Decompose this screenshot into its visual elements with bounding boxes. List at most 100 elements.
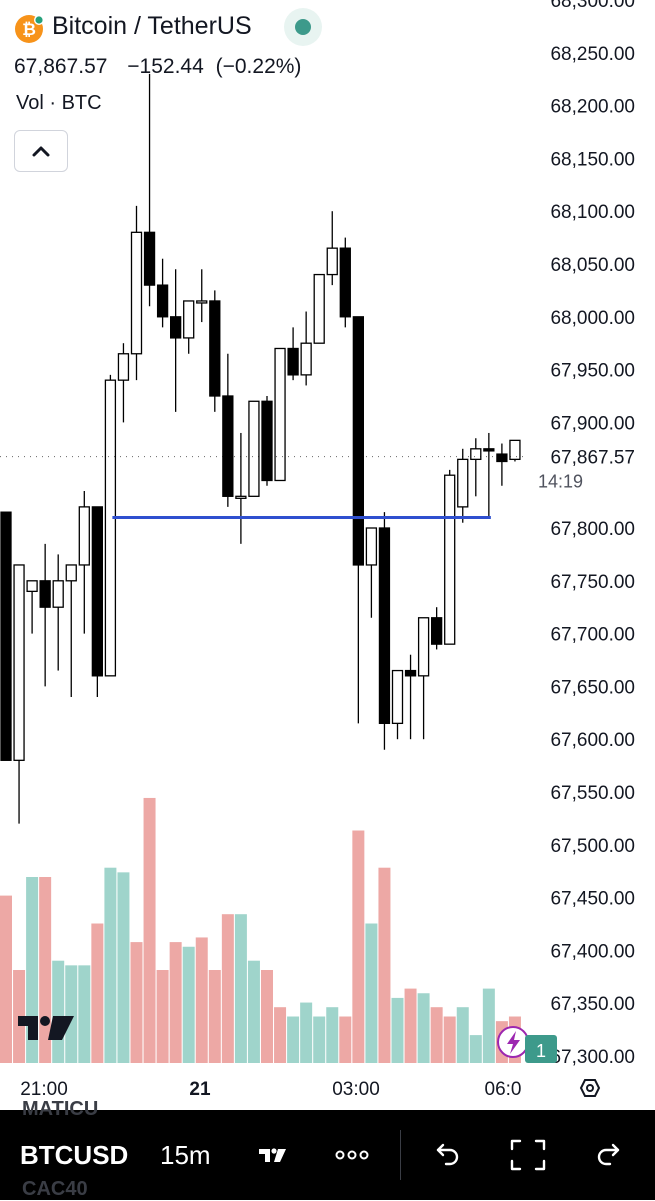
price-tick-label: 67,650.00 xyxy=(550,677,635,698)
volume-bar xyxy=(378,867,391,1063)
symbol-button[interactable]: BTCUSD xyxy=(20,1140,129,1170)
last-price: 67,867.57 xyxy=(14,55,108,78)
collapse-legend-button[interactable] xyxy=(14,130,68,172)
candle xyxy=(470,438,482,497)
candle xyxy=(13,564,25,824)
volume-bar xyxy=(208,970,221,1063)
candle xyxy=(196,269,208,323)
price-tick-label: 68,100.00 xyxy=(550,202,635,223)
indicators-icon[interactable] xyxy=(252,1138,292,1172)
volume-bar xyxy=(91,923,104,1063)
volume-bar xyxy=(391,997,404,1063)
candle xyxy=(417,617,430,740)
volume-bar xyxy=(456,1007,469,1063)
candle xyxy=(261,396,273,486)
price-change-pct: (−0.22%) xyxy=(215,55,302,78)
candle xyxy=(378,512,391,750)
price-tick-label: 67,750.00 xyxy=(550,572,635,593)
price-tick-label: 67,500.00 xyxy=(550,836,635,857)
candle xyxy=(274,347,286,482)
volume-bar xyxy=(221,914,234,1063)
fullscreen-icon[interactable] xyxy=(508,1138,548,1172)
candle xyxy=(496,443,508,486)
lightning-icon[interactable] xyxy=(497,1026,529,1058)
current-price-label: 67,867.57 xyxy=(550,448,635,469)
volume-bar xyxy=(195,937,208,1063)
candle xyxy=(78,491,90,634)
timeframe-button[interactable]: 15m xyxy=(160,1140,211,1170)
volume-bar xyxy=(156,970,169,1063)
volume-indicator-label[interactable]: Vol · BTC xyxy=(16,92,102,114)
alert-count-badge[interactable]: 1 xyxy=(525,1035,557,1063)
tradingview-logo-icon xyxy=(18,1016,74,1040)
price-tick-label: 67,450.00 xyxy=(550,889,635,910)
candle xyxy=(39,543,51,687)
candle xyxy=(130,205,143,381)
candle xyxy=(235,432,247,544)
price-tick-label: 67,350.00 xyxy=(550,994,635,1015)
price-tick-label: 67,550.00 xyxy=(550,783,635,804)
chart-settings-icon[interactable] xyxy=(579,1079,601,1097)
volume-bar xyxy=(130,942,143,1063)
toolbar-divider xyxy=(400,1130,401,1180)
volume-bar xyxy=(287,1016,300,1063)
price-tick-label: 68,000.00 xyxy=(550,308,635,329)
price-tick-label: 68,300.00 xyxy=(550,0,635,12)
price-tick-label: 67,700.00 xyxy=(550,625,635,646)
candle xyxy=(65,564,77,697)
candle xyxy=(457,448,469,523)
volume-bar xyxy=(78,965,91,1063)
price-change: −152.44 xyxy=(127,55,204,78)
time-axis[interactable]: 21:00 21 03:00 06:0 xyxy=(20,1079,601,1100)
volume-bar xyxy=(313,1016,326,1063)
volume-bar xyxy=(26,877,39,1063)
candle xyxy=(143,73,156,307)
candle xyxy=(313,273,325,344)
price-tick-label: 68,150.00 xyxy=(550,149,635,170)
price-tick-label: 67,300.00 xyxy=(550,1047,635,1068)
price-axis[interactable]: 68,300.00 68,250.00 68,200.00 68,150.00 68,1… xyxy=(497,0,655,1068)
candle xyxy=(391,669,404,740)
candle xyxy=(26,580,38,634)
candle xyxy=(483,432,495,518)
redo-icon[interactable] xyxy=(590,1138,630,1172)
candle xyxy=(300,311,312,386)
bottom-toolbar: MATICU CAC40 BTCUSD 15m xyxy=(0,1098,655,1200)
bitcoin-icon: ₿ xyxy=(15,15,44,43)
candle xyxy=(91,506,103,697)
time-tick-label: 21 xyxy=(189,1079,211,1100)
undo-icon[interactable] xyxy=(426,1138,466,1172)
candle xyxy=(222,353,234,507)
price-tick-label: 67,400.00 xyxy=(550,941,635,962)
volume-bar xyxy=(300,1002,313,1063)
volume-bar xyxy=(104,867,117,1063)
volume-bar xyxy=(169,942,182,1063)
price-tick-label: 67,800.00 xyxy=(550,519,635,540)
time-tick-label: 03:00 xyxy=(332,1079,380,1100)
price-chart[interactable]: 68,300.00 68,250.00 68,200.00 68,150.00 68,1… xyxy=(0,0,655,1110)
candle xyxy=(444,469,456,645)
candle xyxy=(169,269,182,412)
market-status-icon[interactable] xyxy=(284,8,322,46)
volume-bar xyxy=(430,1007,443,1063)
price-tick-label: 67,600.00 xyxy=(550,730,635,751)
background-ticker: CAC40 xyxy=(22,1178,88,1200)
volume-bar xyxy=(261,970,273,1063)
symbol-title[interactable]: Bitcoin / TetherUS xyxy=(52,12,252,40)
volume-bar xyxy=(182,946,195,1063)
price-tick-label: 67,900.00 xyxy=(550,413,635,434)
price-tick-label: 67,950.00 xyxy=(550,361,635,382)
volume-bar xyxy=(143,797,156,1063)
candle xyxy=(248,400,260,497)
candle xyxy=(352,316,365,724)
volume-bar xyxy=(65,965,78,1063)
price-quote: 67,867.57 −152.44 (−0.22%) xyxy=(14,55,315,79)
candle xyxy=(183,300,195,354)
chevron-up-icon xyxy=(32,146,50,157)
volume-bar xyxy=(482,988,495,1063)
volume-bar xyxy=(39,877,52,1063)
volume-bar xyxy=(469,1035,482,1063)
more-options-icon[interactable] xyxy=(332,1138,372,1172)
candle xyxy=(287,327,299,381)
svg-text:1: 1 xyxy=(536,1041,546,1061)
